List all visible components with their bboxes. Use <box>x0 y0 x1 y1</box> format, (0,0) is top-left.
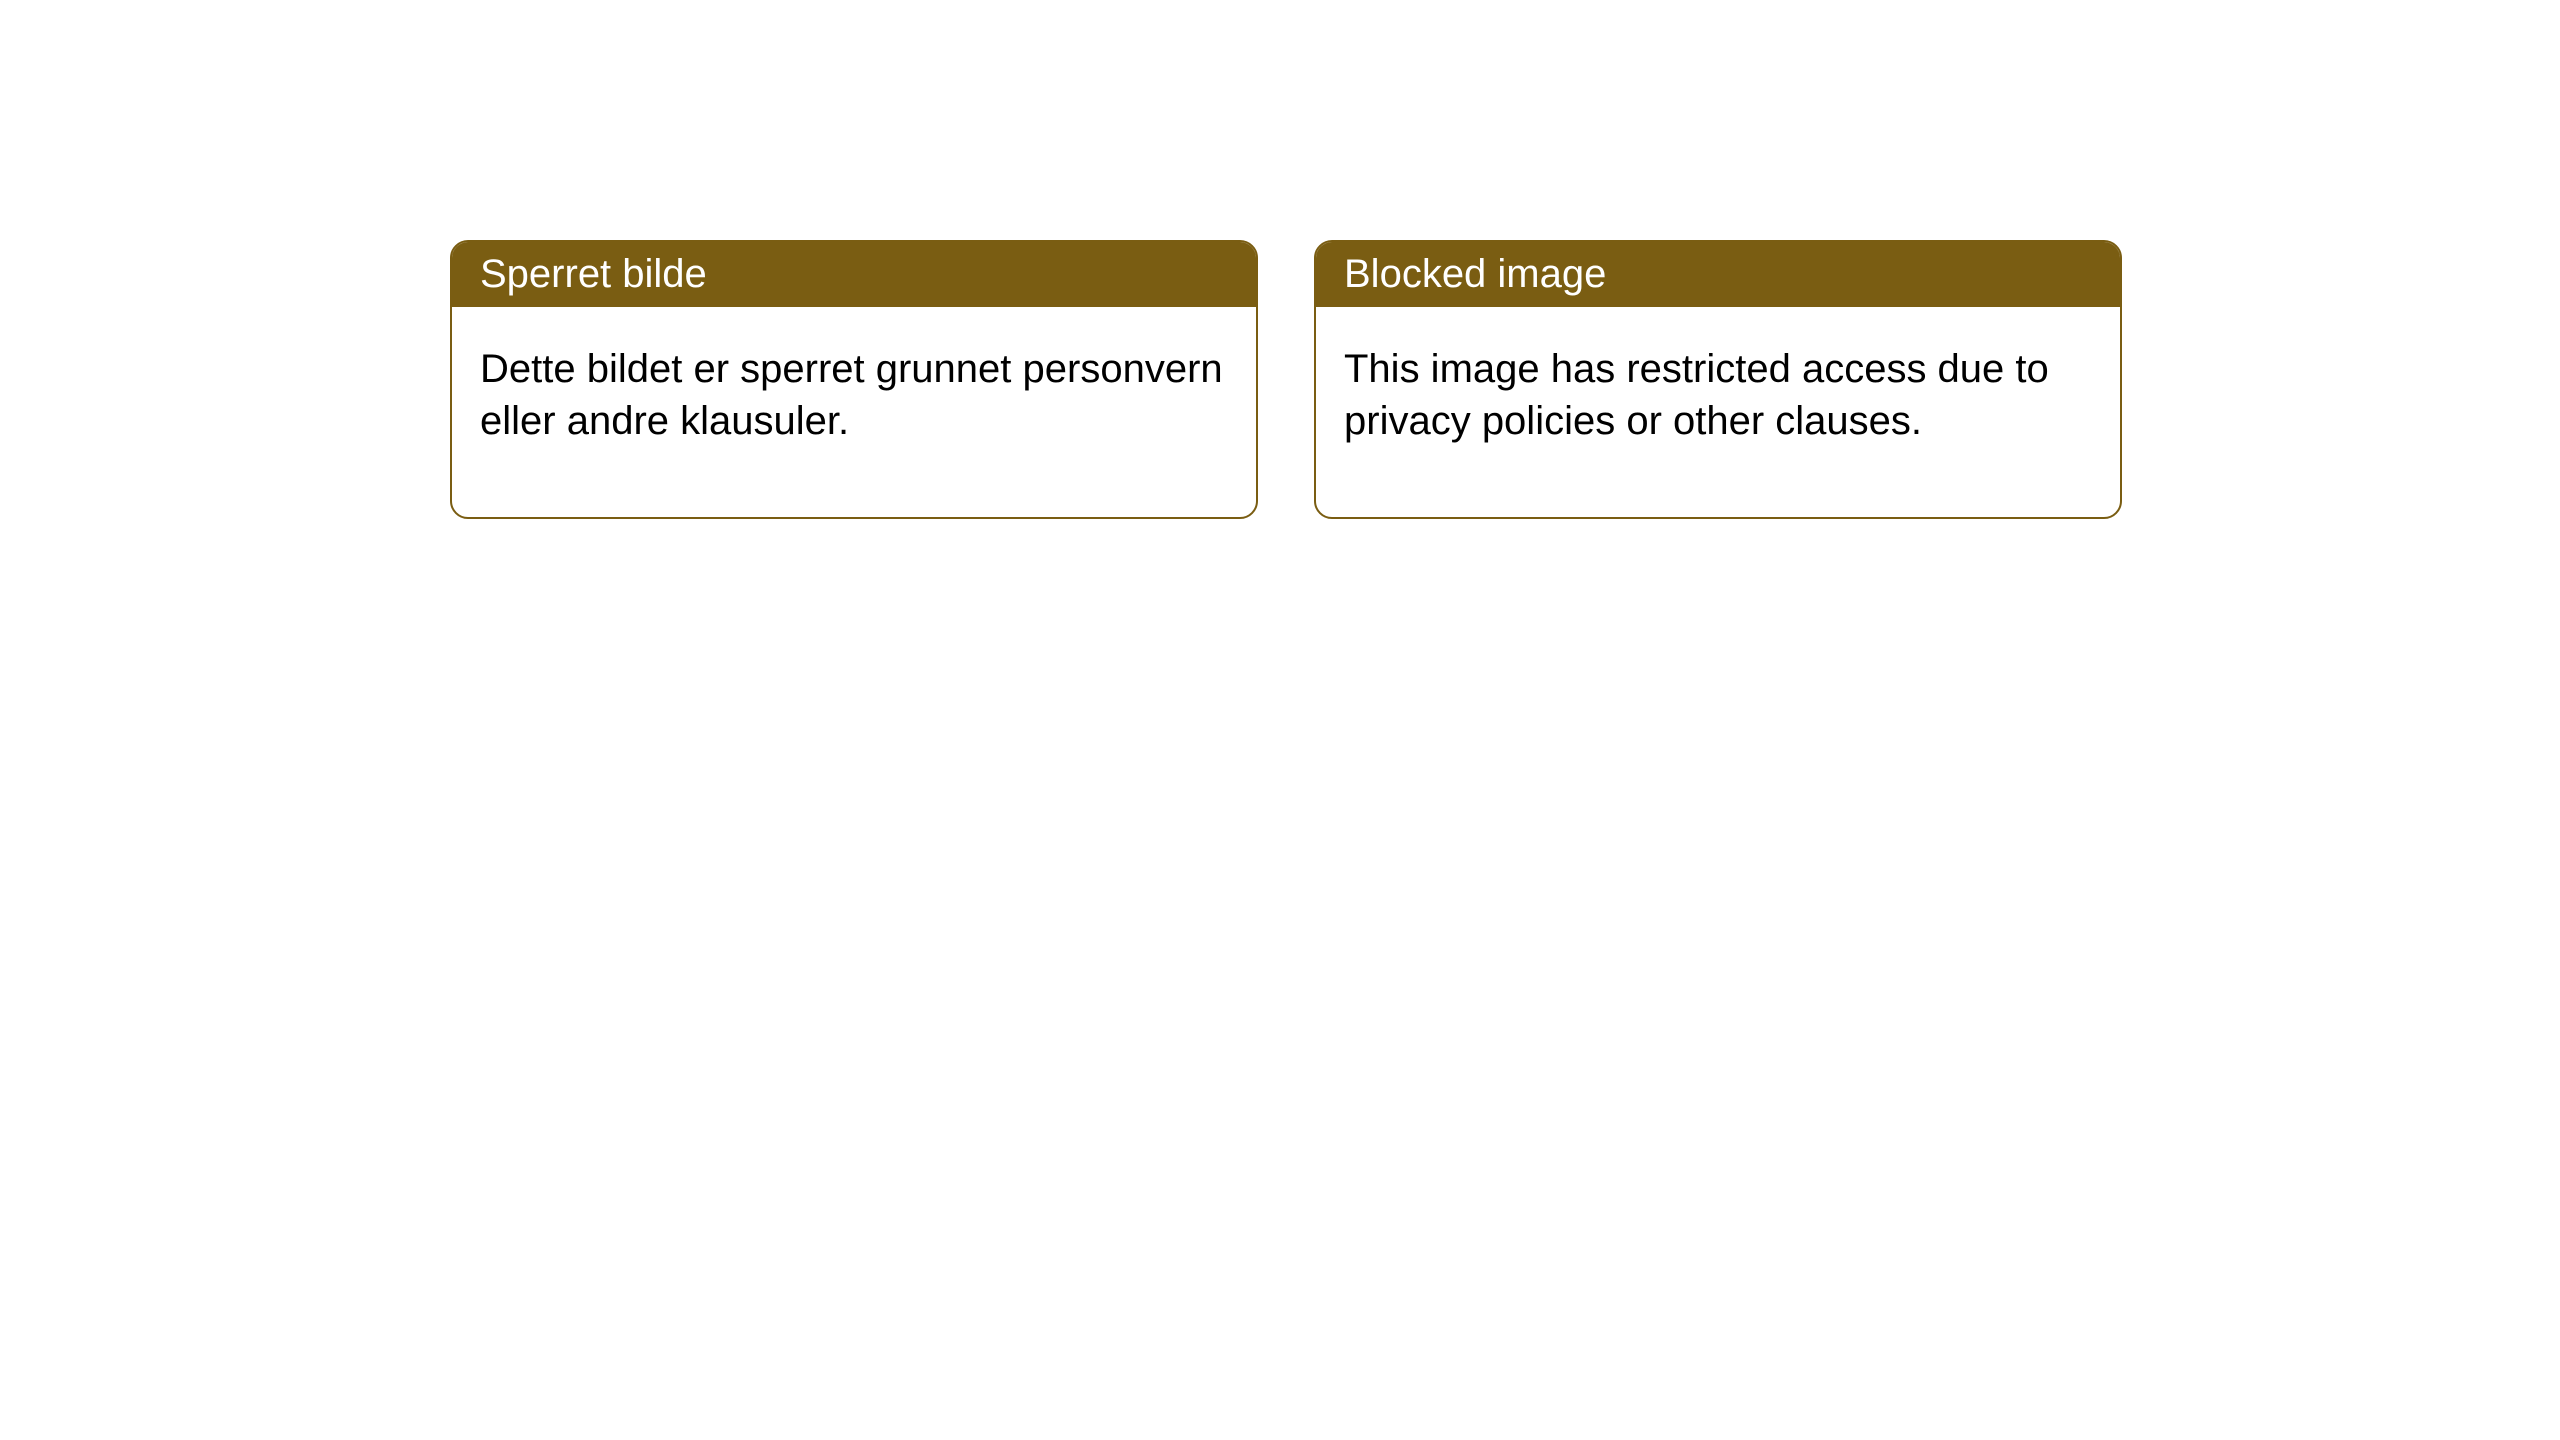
notice-card-english: Blocked image This image has restricted … <box>1314 240 2122 519</box>
notice-title-english: Blocked image <box>1316 242 2120 307</box>
notice-body-english: This image has restricted access due to … <box>1316 307 2120 517</box>
notice-cards-container: Sperret bilde Dette bildet er sperret gr… <box>450 240 2122 519</box>
notice-body-norwegian: Dette bildet er sperret grunnet personve… <box>452 307 1256 517</box>
notice-card-norwegian: Sperret bilde Dette bildet er sperret gr… <box>450 240 1258 519</box>
notice-title-norwegian: Sperret bilde <box>452 242 1256 307</box>
